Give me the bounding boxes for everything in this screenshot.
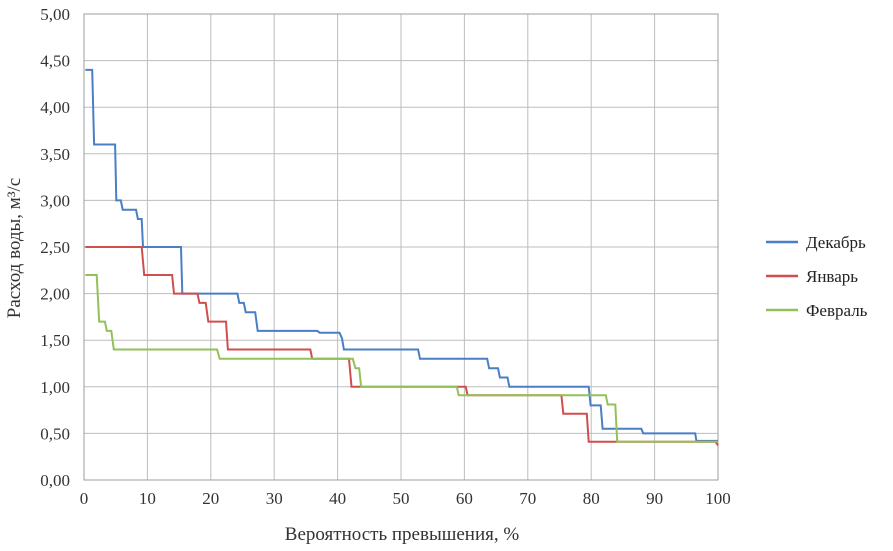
legend-label: Февраль [806,301,868,320]
y-tick-label: 0,00 [40,471,70,490]
x-tick-label: 0 [80,489,89,508]
plot-area-border [83,13,719,481]
y-tick-label: 3,50 [40,145,70,164]
x-tick-label: 100 [705,489,731,508]
x-axis-label: Вероятность превышения, % [285,524,520,545]
series-0-line [85,68,718,442]
series-1-line [85,246,719,447]
y-tick-labels: 0,00 0,50 1,00 1,50 2,00 2,50 3,00 3,50 4,00 4,50… [40,5,70,490]
x-tick-label: 40 [329,489,346,508]
y-tick-label: 4,50 [40,52,70,71]
y-tick-label: 2,00 [40,285,70,304]
x-tick-label: 70 [519,489,536,508]
x-tick-label: 90 [646,489,663,508]
y-tick-label: 1,00 [40,378,70,397]
y-tick-label: 5,00 [40,5,70,24]
series-lines [85,68,719,447]
legend: Декабрь Январь Февраль [766,233,868,320]
legend-label: Январь [806,267,858,286]
x-tick-label: 60 [456,489,473,508]
x-tick-label: 50 [393,489,410,508]
x-tick-label: 30 [266,489,283,508]
series-2-line [85,274,718,443]
y-tick-label: 4,00 [40,98,70,117]
x-tick-label: 80 [583,489,600,508]
y-axis-label: Расход воды, м³/с [4,178,25,319]
y-tick-label: 0,50 [40,424,70,443]
x-tick-label: 10 [139,489,156,508]
y-tick-label: 1,50 [40,331,70,350]
legend-label: Декабрь [806,233,866,252]
x-tick-label: 20 [202,489,219,508]
x-tick-labels: 0 10 20 30 40 50 60 70 80 90 100 [80,489,731,508]
y-tick-label: 2,50 [40,238,70,257]
y-tick-label: 3,00 [40,191,70,210]
